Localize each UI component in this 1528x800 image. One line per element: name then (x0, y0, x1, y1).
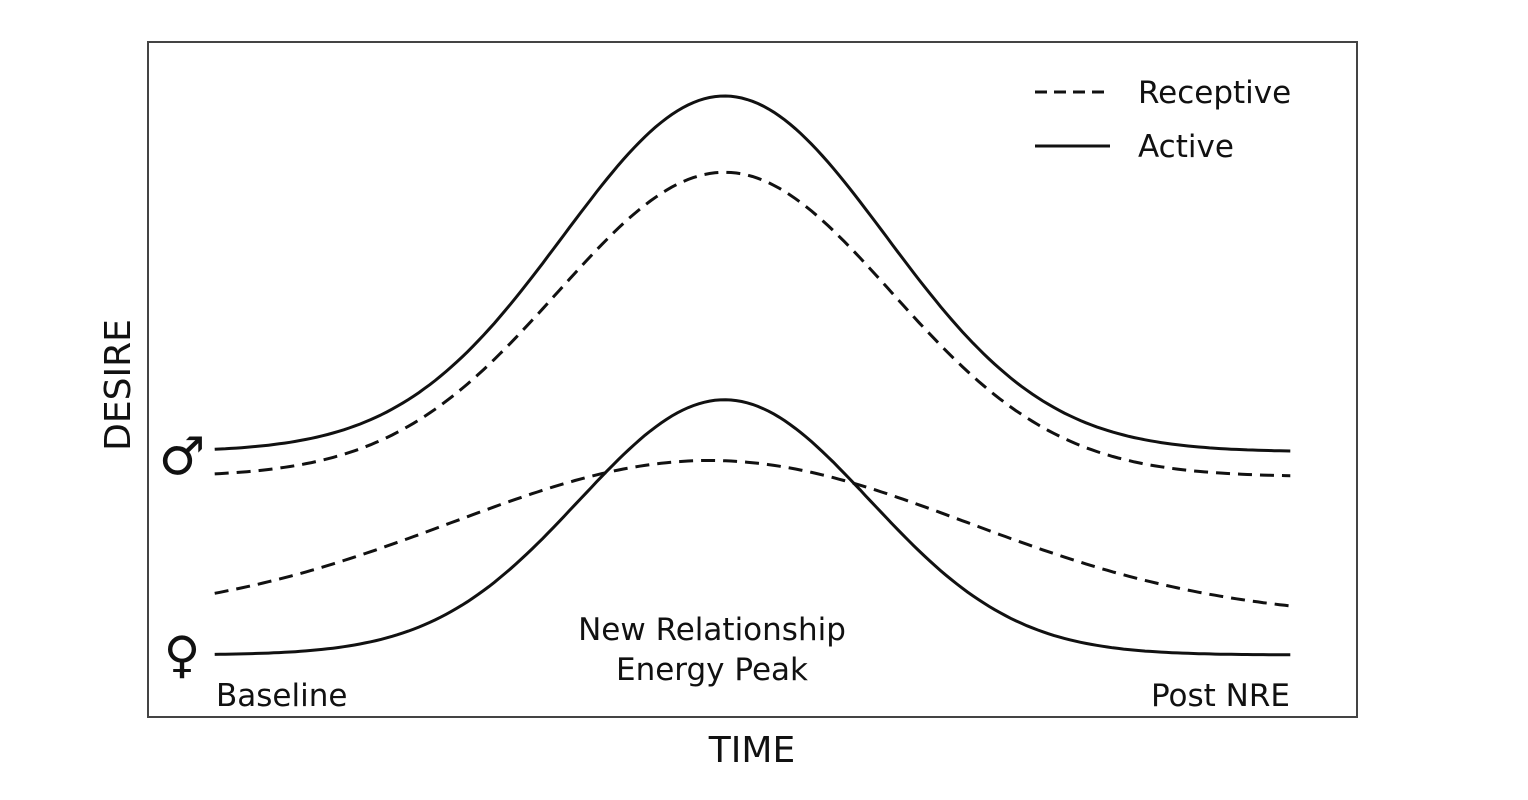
male-symbol: ♂ (159, 427, 206, 487)
series-layer (214, 94, 1291, 657)
peak-label-line1: New Relationship (578, 612, 846, 648)
female-active-line (214, 398, 1291, 657)
legend: Receptive Active (1035, 75, 1291, 165)
male-active-line (214, 94, 1291, 453)
post-nre-label: Post NRE (1151, 678, 1290, 714)
peak-label-line2: Energy Peak (616, 652, 808, 688)
x-axis-label: TIME (708, 730, 795, 771)
y-axis-label: DESIRE (98, 319, 139, 451)
plot-frame (147, 41, 1358, 718)
baseline-label: Baseline (216, 678, 347, 714)
male-receptive-line (214, 170, 1291, 478)
female-symbol: ♀ (164, 626, 201, 684)
female-receptive-line (214, 459, 1291, 608)
legend-receptive-label: Receptive (1138, 75, 1291, 111)
legend-active-label: Active (1138, 129, 1234, 165)
